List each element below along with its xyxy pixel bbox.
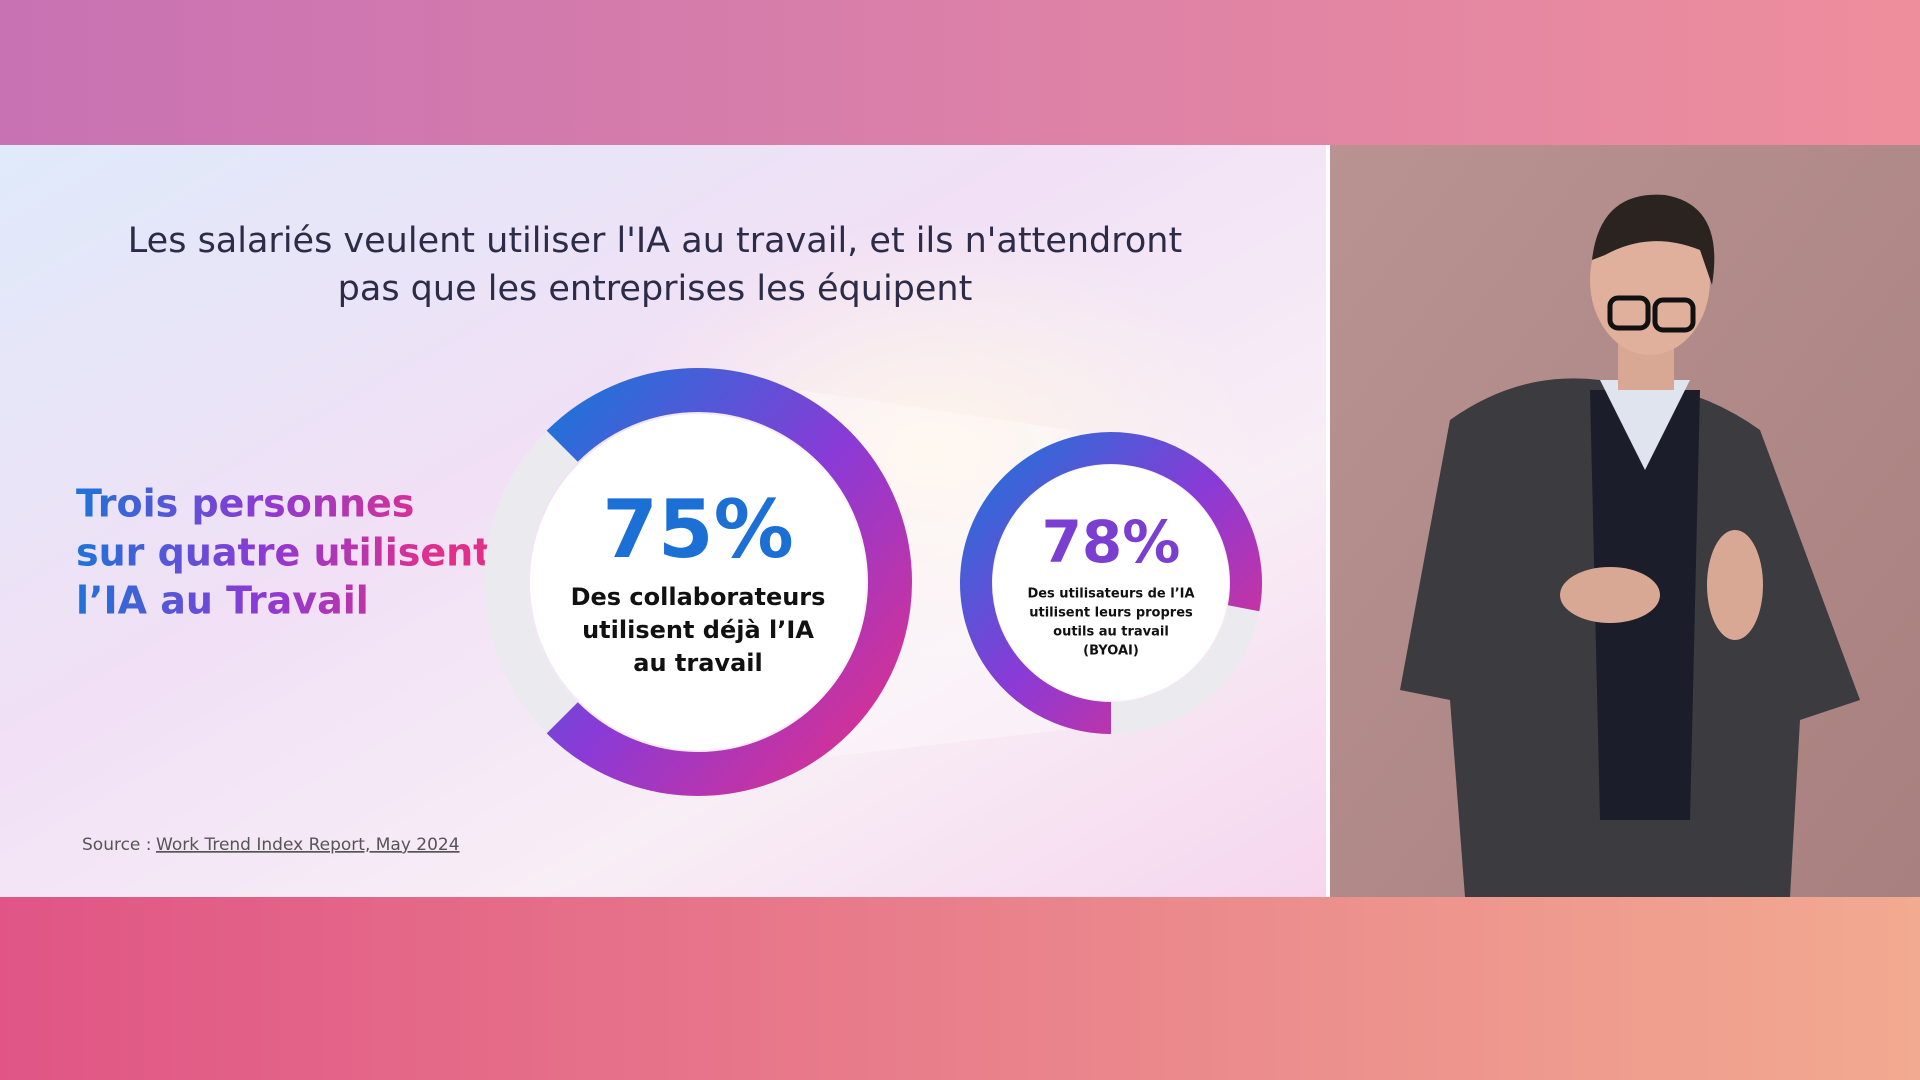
title: pas que les entreprises les équipent: [338, 269, 973, 309]
glasses: [1607, 295, 1651, 331]
donut-arc: [960, 432, 1262, 734]
hand: [1560, 567, 1660, 623]
title: Les salariés veulent utiliser l'IA au tr…: [128, 221, 1182, 261]
caption: au travail: [633, 649, 762, 677]
value-label: 78%: [1042, 508, 1181, 576]
value-label: 75%: [602, 483, 793, 576]
headline: sur quatre utilisent: [76, 531, 491, 575]
donut-center: [993, 465, 1229, 701]
caption: outils au travail: [1053, 625, 1169, 640]
headline: Trois personnes: [76, 482, 414, 526]
donut-center: [530, 414, 866, 750]
hand: [1707, 530, 1763, 640]
caption: utilisent déjà l’IA: [582, 616, 814, 644]
speaker: [1400, 194, 1860, 897]
top-band: [0, 0, 1920, 145]
caption: (BYOAI): [1083, 644, 1139, 659]
caption: utilisent leurs propres: [1029, 606, 1193, 621]
hair: [1592, 194, 1715, 285]
caption: Des utilisateurs de l’IA: [1027, 587, 1194, 602]
source-link[interactable]: Work Trend Index Report, May 2024: [156, 835, 460, 855]
shirt: [1600, 380, 1690, 470]
glasses: [1652, 297, 1696, 333]
source-label: Source :: [82, 835, 152, 855]
headline: l’IA au Travail: [76, 579, 369, 623]
caption: Des collaborateurs: [571, 583, 826, 611]
donut-arc: [546, 368, 912, 796]
bottom-band: [0, 897, 1920, 1080]
